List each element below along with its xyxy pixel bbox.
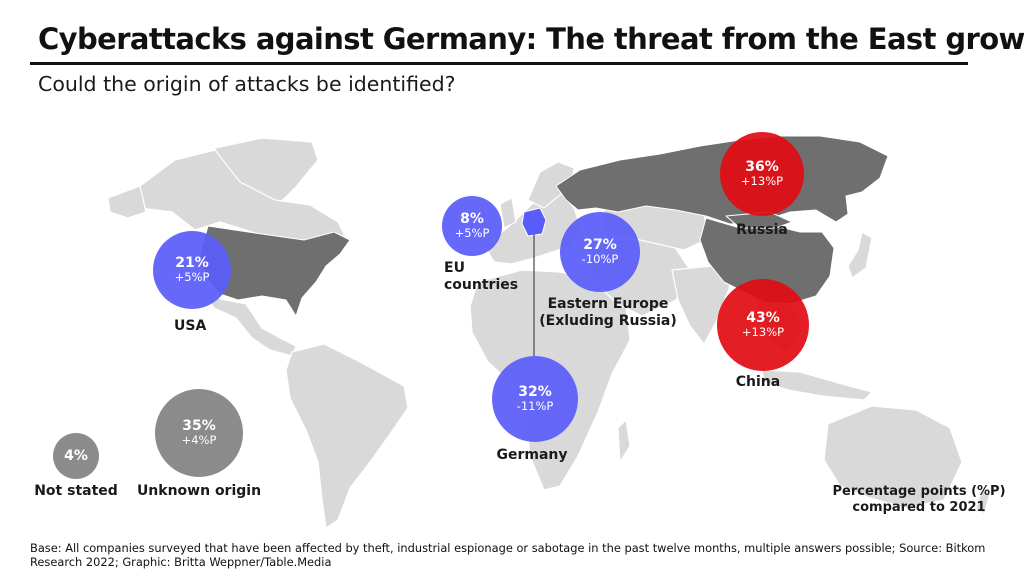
eastern-europe-label-line-1: Eastern Europe bbox=[547, 296, 669, 312]
not-stated-label: Not stated bbox=[34, 483, 118, 499]
eastern-europe-label-line-2: (Exluding Russia) bbox=[539, 312, 677, 329]
australia-shape bbox=[823, 405, 963, 509]
indonesia-shape bbox=[761, 369, 873, 401]
uk-shape bbox=[499, 197, 517, 229]
legend-note-line-1: Percentage points (%P) bbox=[832, 484, 1006, 499]
germany-label: Germany bbox=[496, 447, 568, 463]
legend-note-line-2: compared to 2021 bbox=[852, 499, 986, 515]
japan-shape bbox=[847, 231, 873, 279]
unknown-origin-bubble: 35% +4%P bbox=[155, 389, 243, 477]
new-zealand-shape bbox=[975, 489, 991, 515]
not-stated-bubble: 4% bbox=[53, 433, 99, 479]
eu-countries-label: EU countries bbox=[444, 260, 518, 294]
russia-bubble: 36% +13%P bbox=[720, 132, 804, 216]
eu-bubble: 8% +5%P bbox=[442, 196, 502, 256]
germany-bubble: 32% -11%P bbox=[492, 356, 578, 442]
eastern-europe-label: Eastern Europe (Exluding Russia) bbox=[539, 296, 677, 330]
footnote: Base: All companies surveyed that have b… bbox=[30, 541, 986, 569]
mexico-shape bbox=[205, 295, 297, 357]
page-title: Cyberattacks against Germany: The threat… bbox=[38, 22, 1024, 56]
china-label: China bbox=[735, 374, 781, 390]
china-bubble: 43% +13%P bbox=[717, 279, 809, 371]
russia-label: Russia bbox=[736, 222, 788, 238]
unknown-origin-label: Unknown origin bbox=[136, 483, 262, 499]
usa-bubble: 21% +5%P bbox=[153, 231, 231, 309]
legend-note: Percentage points (%P) compared to 2021 bbox=[832, 484, 1005, 515]
germany-shape bbox=[521, 207, 547, 237]
alaska-shape bbox=[107, 185, 147, 219]
eu-label-line-1: EU bbox=[444, 260, 465, 276]
usa-label: USA bbox=[174, 318, 207, 334]
china-shape bbox=[699, 217, 835, 305]
south-america-shape bbox=[285, 343, 409, 529]
eastern-europe-bubble: 27% -10%P bbox=[560, 212, 640, 292]
title-underline bbox=[30, 62, 968, 65]
eu-label-line-2: countries bbox=[444, 276, 519, 293]
subtitle: Could the origin of attacks be identifie… bbox=[38, 72, 456, 96]
madagascar-shape bbox=[617, 419, 631, 463]
